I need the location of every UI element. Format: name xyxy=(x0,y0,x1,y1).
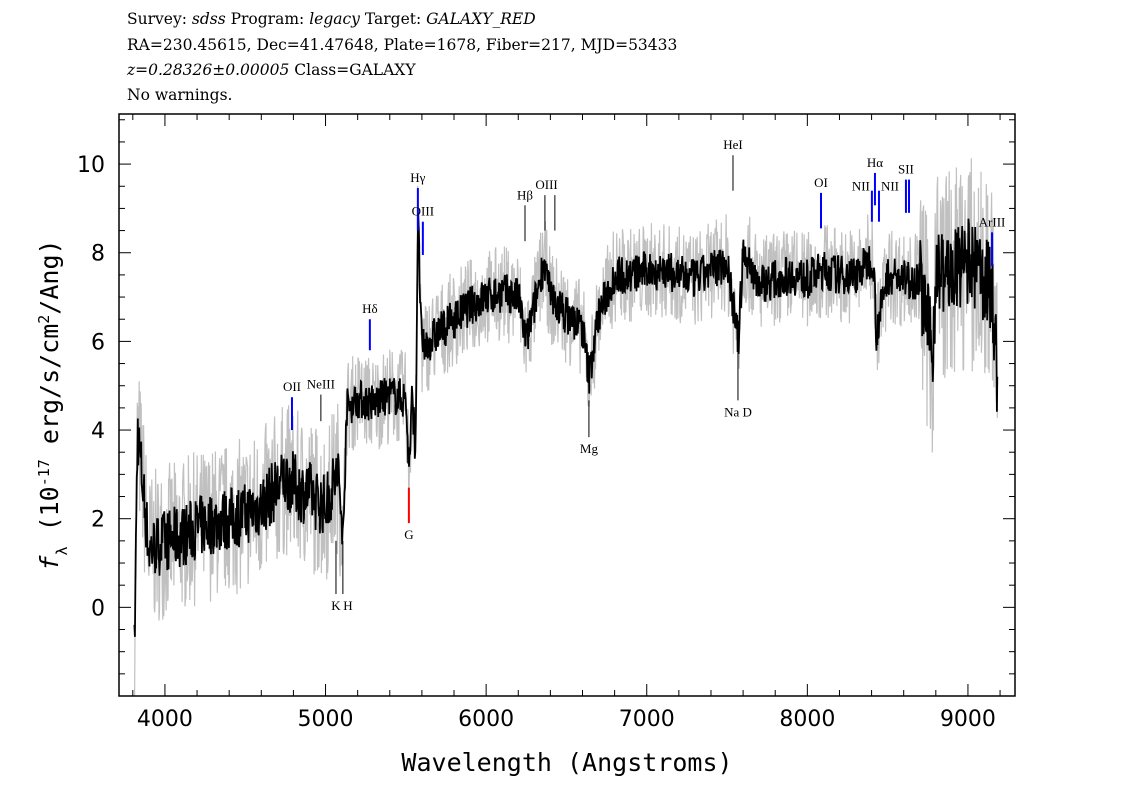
program-label: Program: xyxy=(230,10,305,28)
line-label: Mg xyxy=(580,441,599,456)
y-axis-label-part: -17 xyxy=(35,459,53,486)
target-label: Target: xyxy=(364,10,422,28)
x-tick-label: 7000 xyxy=(619,707,675,732)
header-line-1: Survey: sdss Program: legacy Target: GAL… xyxy=(127,10,536,28)
line-label: OIII xyxy=(412,204,434,219)
line-label: K xyxy=(331,598,341,613)
survey-value: sdss xyxy=(191,10,226,28)
y-axis-label-part: λ xyxy=(53,546,71,555)
x-tick-label: 6000 xyxy=(458,707,514,732)
y-axis-label-part: 2 xyxy=(35,315,53,324)
x-axis-label: Wavelength (Angstroms) xyxy=(401,748,732,777)
header-line-2: RA=230.45615, Dec=41.47648, Plate=1678, … xyxy=(127,36,678,54)
y-tick-label: 8 xyxy=(91,242,105,267)
y-tick-label: 6 xyxy=(91,330,105,355)
error-band-series xyxy=(134,158,998,696)
line-label: ArIII xyxy=(979,214,1006,229)
line-label: Hδ xyxy=(362,301,378,316)
line-label: Hβ xyxy=(517,187,533,202)
y-axis-label-part: /Ang) xyxy=(35,239,64,314)
y-axis-label-part: (10 xyxy=(35,486,64,546)
line-label: OII xyxy=(283,379,301,394)
line-label: HeI xyxy=(723,137,743,152)
x-tick-label: 4000 xyxy=(137,707,193,732)
line-label: NII xyxy=(852,179,870,194)
program-value: legacy xyxy=(309,10,360,28)
y-tick-label: 4 xyxy=(91,419,105,444)
line-label: Hα xyxy=(867,155,883,170)
header-line-3: z=0.28326±0.00005 Class=GALAXY xyxy=(127,61,416,79)
line-label: SII xyxy=(898,162,914,177)
line-label: Hγ xyxy=(410,170,425,185)
line-label: OI xyxy=(814,175,828,190)
y-axis-label: fλ (10-17 erg/s/cm2/Ang) xyxy=(35,239,71,570)
header-warnings: No warnings. xyxy=(127,86,233,104)
x-tick-label: 8000 xyxy=(779,707,835,732)
line-label: NII xyxy=(881,179,899,194)
line-label: G xyxy=(404,527,413,542)
y-tick-label: 2 xyxy=(91,508,105,533)
class: Class=GALAXY xyxy=(294,61,416,79)
y-tick-label: 10 xyxy=(77,153,105,178)
plot-frame xyxy=(118,113,1016,697)
line-label: Na D xyxy=(724,404,752,419)
line-label: H xyxy=(343,598,352,613)
x-tick-label: 9000 xyxy=(940,707,996,732)
x-tick-label: 5000 xyxy=(298,707,354,732)
line-label: OIII xyxy=(535,177,557,192)
target-value: GALAXY_RED xyxy=(426,10,536,28)
y-axis-label-part: f xyxy=(35,555,64,571)
survey-label: Survey: xyxy=(127,10,187,28)
flux-series xyxy=(133,212,999,637)
redshift: z=0.28326±0.00005 xyxy=(127,61,290,79)
y-axis-label-part: erg/s/cm xyxy=(35,324,64,459)
y-tick-label: 0 xyxy=(91,596,105,621)
line-label: NeIII xyxy=(307,377,335,392)
